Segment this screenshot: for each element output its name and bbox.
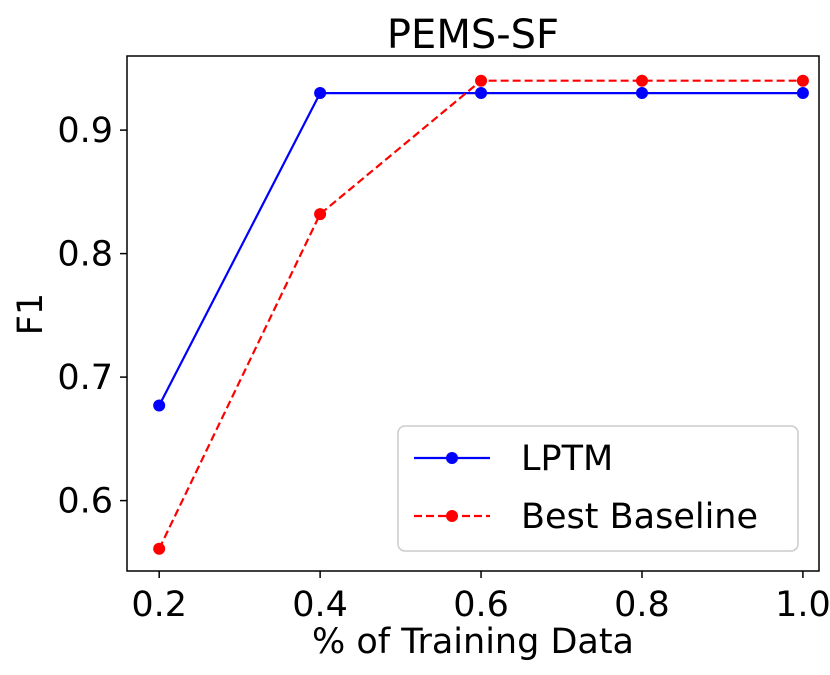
series-lptm-point: [796, 87, 809, 100]
series-lptm-point: [635, 87, 648, 100]
legend-box: [397, 425, 799, 552]
series-lptm-point: [475, 87, 488, 100]
plot-frame: [126, 55, 820, 572]
series-best-baseline-point: [796, 74, 809, 87]
x-tick-label: 1.0: [775, 585, 830, 625]
y-tick-label: 0.8: [57, 235, 113, 275]
x-tick-label: 0.2: [131, 585, 187, 625]
y-axis-label: F1: [11, 293, 51, 335]
y-tick-label: 0.9: [57, 111, 113, 151]
legend-lptm-marker: [446, 452, 458, 464]
series-layer: [153, 74, 809, 555]
x-axis-ticks: 0.2 0.4 0.6 0.8 1.0: [131, 571, 830, 625]
x-tick-label: 0.6: [453, 585, 509, 625]
chart-title: PEMS-SF: [387, 12, 559, 58]
series-best-baseline-point: [475, 74, 488, 87]
legend-best-baseline-label: Best Baseline: [521, 497, 758, 537]
series-best-baseline-point: [314, 208, 327, 221]
series-best-baseline-point: [153, 542, 166, 555]
y-tick-label: 0.6: [57, 482, 113, 522]
legend-best-baseline-marker: [446, 510, 458, 522]
series-lptm-point: [314, 87, 327, 100]
series-best-baseline-point: [635, 74, 648, 87]
y-tick-label: 0.7: [57, 358, 113, 398]
x-tick-label: 0.8: [614, 585, 670, 625]
legend: LPTM Best Baseline: [397, 425, 799, 552]
legend-lptm-label: LPTM: [521, 439, 613, 479]
x-axis-label: % of Training Data: [312, 622, 634, 662]
x-tick-label: 0.4: [292, 585, 348, 625]
series-lptm-point: [153, 399, 166, 412]
y-axis-ticks: 0.6 0.7 0.8 0.9: [57, 111, 127, 522]
series-lptm-line: [158, 91, 803, 407]
